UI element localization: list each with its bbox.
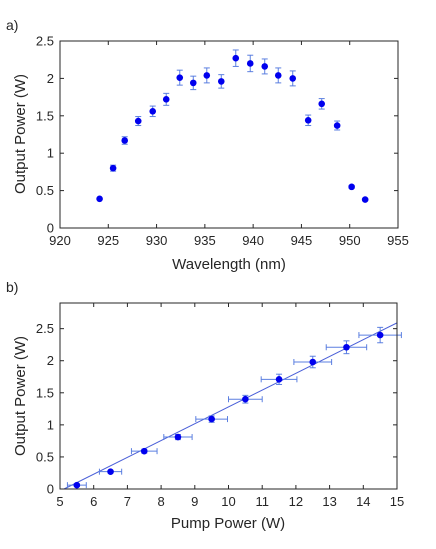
panel-a-x-axis-label: Wavelength (nm) [172, 256, 286, 273]
panel-a-y-tick-label: 1.5 [36, 108, 54, 123]
panel-a-y-axis-label: Output Power (W) [12, 74, 29, 194]
panel-a-x-tick-label: 935 [194, 233, 216, 248]
panel-b-x-tick-label: 11 [255, 494, 269, 509]
panel-b-x-tick-label: 14 [356, 494, 370, 509]
panel-a-data-point [121, 137, 129, 144]
panel-b-x-tick-label: 12 [289, 494, 303, 509]
panel-b-error-bars [66, 326, 402, 489]
panel-a-x-tick-label: 955 [387, 233, 409, 248]
panel-b-data-point [275, 376, 283, 383]
panel-a-y-tick-label: 0.5 [36, 183, 54, 198]
panel-a-data-point [289, 75, 297, 82]
panel-b-y-tick-label: 0 [47, 482, 54, 497]
panel-b-y-axis-label: Output Power (W) [12, 336, 29, 456]
panel-b-data-point [309, 358, 317, 366]
panel-b-x-tick-label: 9 [191, 494, 198, 509]
panel-a-y-tick-label: 2 [47, 71, 54, 86]
panel-a-y-tick-label: 0 [47, 221, 54, 236]
panel-a-data-point [361, 196, 369, 203]
panel-a-data-point [176, 74, 184, 81]
panel-b-label: b) [6, 279, 18, 295]
panel-b-x-tick-label: 10 [221, 494, 235, 509]
panel-b-data-point [376, 331, 384, 339]
panel-a-data-point [348, 183, 355, 191]
panel-a-axes-box [59, 40, 399, 229]
panel-a-data-point [246, 60, 254, 67]
panel-b-y-tick-label: 0.5 [36, 449, 54, 464]
panel-b-x-tick-label: 7 [124, 494, 131, 509]
panel-b-data-point [242, 395, 249, 403]
panel-a-x-tick-label: 945 [291, 233, 313, 248]
panel-b-x-tick-label: 6 [90, 494, 97, 509]
panel-a-x-tick-label: 925 [97, 233, 119, 248]
panel-b-x-tick-label: 15 [390, 494, 404, 509]
panel-a-data-point [109, 164, 117, 172]
panel-a-data-point [134, 117, 142, 125]
panel-b-axes-box [59, 302, 398, 490]
panel-b-fit-line [63, 322, 398, 490]
panel-a-label: a) [6, 17, 18, 33]
panel-b-markers [73, 331, 384, 489]
panel-b-y-tick-label: 2 [47, 353, 54, 368]
panel-a-y-tick-label: 1 [47, 146, 54, 161]
panel-a-data-point [274, 72, 282, 79]
panel-a-data-point [318, 100, 326, 108]
panel-b-data-point [343, 343, 350, 351]
panel-a-y-tick-label: 2.5 [36, 34, 54, 49]
panel-a-data-point [217, 78, 225, 85]
panel-b-data-point [208, 415, 215, 423]
panel-a-data-point [162, 96, 170, 103]
panel-b-x-axis-label: Pump Power (W) [171, 515, 285, 532]
panel-a-x-tick-label: 920 [49, 233, 71, 248]
panel-b-y-tick-label: 1.5 [36, 385, 54, 400]
panel-b-x-tick-label: 13 [322, 494, 336, 509]
panel-b-data-point [174, 433, 182, 441]
panel-a-x-tick-label: 950 [339, 233, 361, 248]
panel-a-data-point [304, 116, 312, 124]
panel-a-data-point [149, 108, 157, 115]
panel-a-x-tick-label: 930 [146, 233, 168, 248]
panel-a-data-point [96, 195, 103, 203]
panel-b-y-tick-label: 2.5 [36, 321, 54, 336]
chart-panel-a: a) 920 925 930 935 940 945 950 95500.511.522.5 … [6, 17, 409, 273]
panel-a-data-point [333, 122, 341, 129]
panel-a-x-tick-label: 940 [242, 233, 264, 248]
panel-b-y-tick-label: 1 [47, 417, 54, 432]
panel-a-data-point [232, 54, 240, 62]
panel-b-ticks: 5 6 7 8 9 10 11 12 13 14 15 0 0.5 1 1.5 2 2.5 [36, 303, 404, 509]
panel-b-data-point [107, 468, 114, 475]
panel-b-data-point [140, 447, 148, 455]
panel-a-data-point [261, 63, 269, 70]
chart-panel-b: b) 5 6 7 8 9 10 11 12 13 14 15 0 0.5 1 1.5 2 2.5 Pump Po… [6, 279, 404, 532]
panel-b-x-tick-label: 8 [157, 494, 164, 509]
panel-a-ticks: 920 925 930 935 940 945 950 955 0 0.5 1 1.5 2 2.5 [36, 34, 409, 249]
panel-a-error-bars [110, 49, 355, 189]
panel-b-data-point [73, 481, 81, 489]
panel-a-data-point [189, 79, 197, 87]
panel-b-x-tick-label: 5 [56, 494, 63, 509]
panel-a-data-point [203, 72, 211, 79]
panel-a-markers [96, 54, 369, 203]
